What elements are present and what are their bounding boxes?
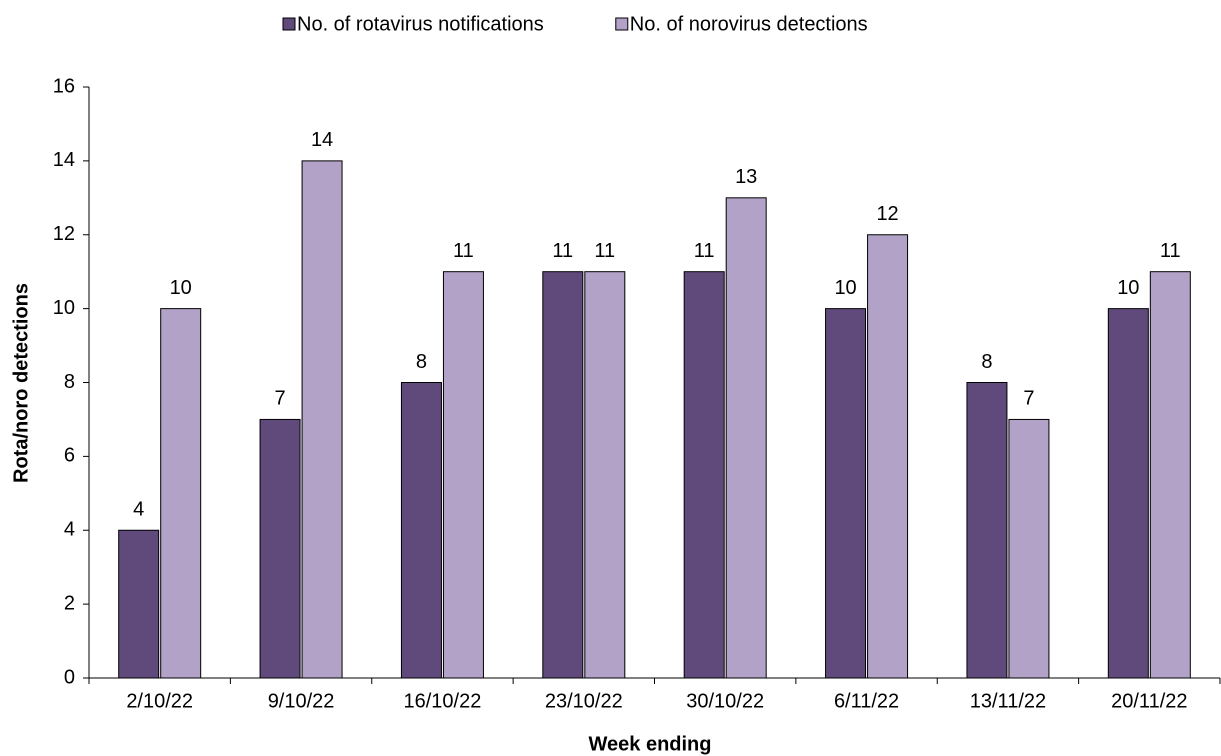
bar	[725, 197, 767, 679]
bar	[1008, 418, 1050, 679]
y-tick-label: 0	[64, 666, 75, 688]
data-label: 11	[453, 240, 474, 262]
bar	[442, 271, 484, 679]
bar	[867, 234, 909, 679]
data-label: 12	[876, 203, 898, 225]
y-tick-label: 2	[64, 592, 75, 614]
data-label: 11	[1160, 240, 1181, 262]
x-tick-label: 23/10/22	[545, 690, 623, 712]
x-tick-label: 6/11/22	[834, 690, 899, 712]
data-label: 11	[552, 240, 573, 262]
y-tick-label: 12	[53, 223, 75, 245]
bar	[1107, 308, 1149, 679]
bar	[1149, 271, 1191, 679]
bar	[160, 308, 202, 679]
data-label: 10	[1117, 277, 1139, 299]
y-tick-label: 10	[53, 297, 75, 319]
data-label: 7	[1023, 388, 1034, 410]
x-tick-label: 2/10/22	[126, 690, 193, 712]
data-label: 14	[311, 129, 333, 151]
data-label: 10	[834, 277, 856, 299]
data-label: 10	[170, 277, 192, 299]
y-tick-label: 8	[64, 371, 75, 393]
data-label: 8	[981, 351, 992, 373]
bar	[542, 271, 584, 679]
bar	[584, 271, 626, 679]
bar	[259, 418, 301, 679]
bar	[400, 382, 442, 679]
bar	[825, 308, 867, 679]
data-label: 11	[694, 240, 715, 262]
data-label: 7	[275, 388, 286, 410]
x-tick-label: 16/10/22	[404, 690, 482, 712]
data-label: 4	[133, 499, 144, 521]
y-tick-label: 14	[53, 149, 75, 171]
data-label: 11	[594, 240, 615, 262]
x-tick-label: 20/11/22	[1111, 690, 1187, 712]
y-tick-label: 4	[64, 519, 75, 541]
x-tick-label: 13/11/22	[970, 690, 1046, 712]
legend-label: No. of norovirus detections	[630, 13, 868, 35]
y-axis-title: Rota/noro detections	[10, 283, 32, 483]
y-tick-label: 6	[64, 445, 75, 467]
legend-swatch	[282, 17, 296, 31]
bar	[301, 160, 343, 679]
legend-label: No. of rotavirus notifications	[297, 13, 544, 35]
bar	[683, 271, 725, 679]
data-label: 13	[735, 166, 757, 188]
bar	[118, 529, 160, 679]
x-axis-title: Week ending	[589, 733, 712, 755]
data-label: 8	[416, 351, 427, 373]
x-tick-label: 30/10/22	[686, 690, 764, 712]
x-tick-label: 9/10/22	[268, 690, 335, 712]
legend-swatch	[615, 17, 629, 31]
bar	[966, 382, 1008, 679]
y-tick-label: 16	[53, 75, 75, 97]
